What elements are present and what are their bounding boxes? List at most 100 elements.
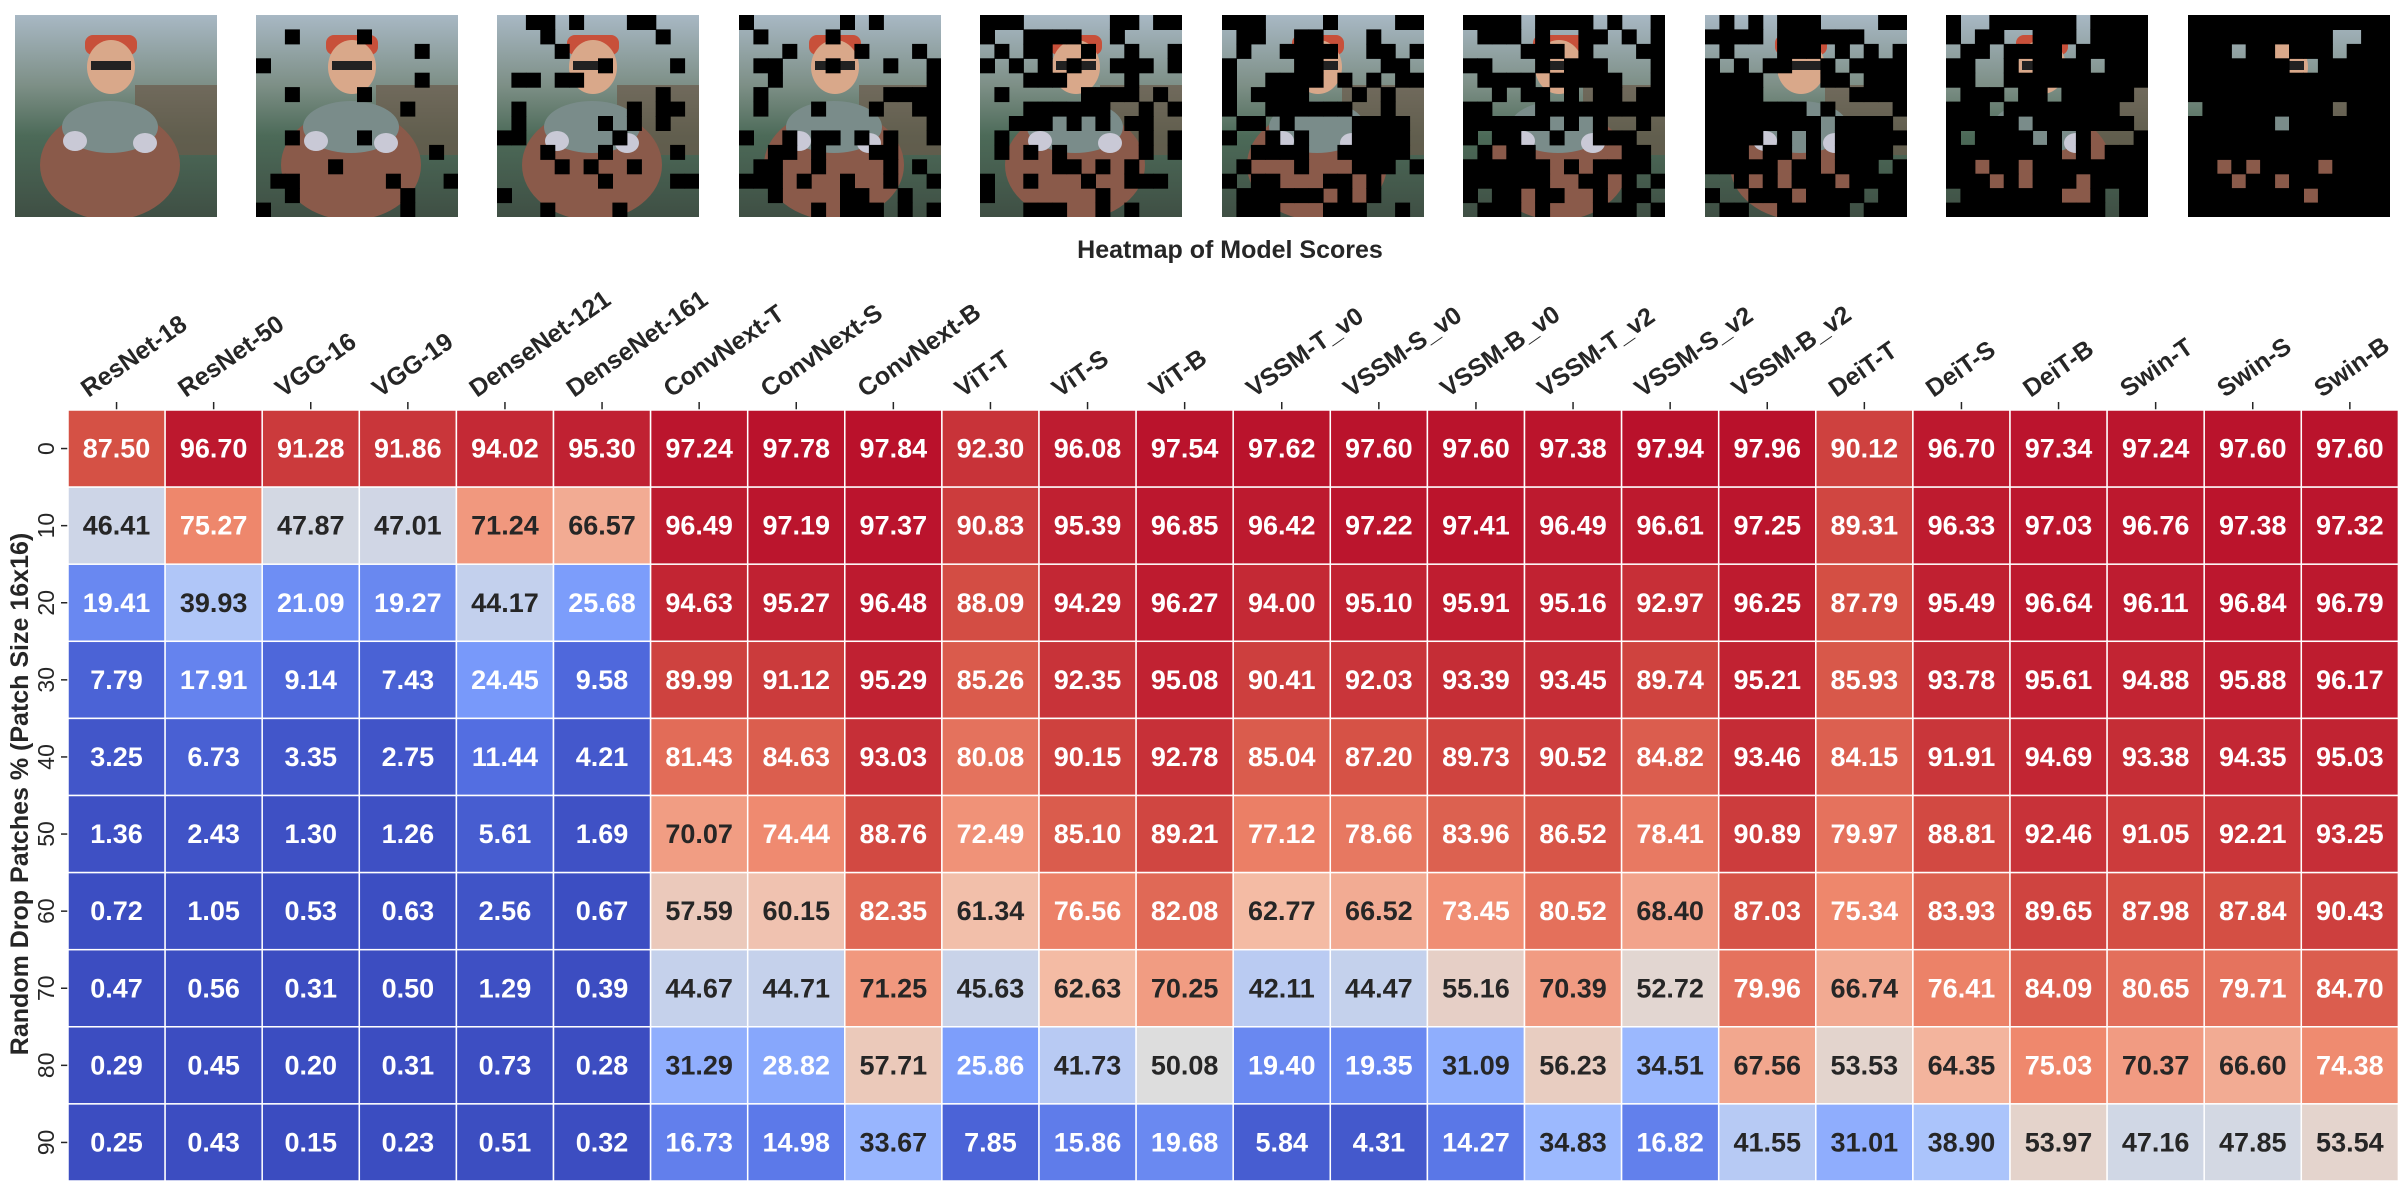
cell-value-label: 5.84 [1255,1127,1308,1157]
sample-thumbnail [2188,15,2390,217]
heatmap-cell [261,1026,361,1105]
cell-value-label: 93.45 [1539,665,1607,695]
cell-value-label: 1.29 [479,973,532,1003]
cell-value-label: 82.08 [1151,896,1219,926]
heatmap-cell [941,1103,1040,1182]
cell-value-label: 55.16 [1442,973,1510,1003]
cell-value-label: 91.12 [762,665,830,695]
thumbnail-strip [0,0,2403,230]
heatmap-cell [1912,563,2011,643]
cell-value-label: 90.41 [1248,665,1316,695]
cell-value-label: 79.97 [1831,819,1899,849]
heatmap-cell [941,948,1040,1028]
sample-thumbnail [1222,15,1424,217]
heatmap-cell [1523,871,1623,951]
heatmap-cell [746,409,846,488]
cell-value-label: 89.99 [665,665,733,695]
cell-value-label: 17.91 [180,665,248,695]
cell-value-label: 79.71 [2219,973,2287,1003]
cell-value-label: 83.96 [1442,819,1510,849]
cell-value-label: 89.65 [2025,896,2093,926]
cell-value-label: 80.08 [957,742,1025,772]
heatmap-cell [358,794,458,874]
heatmap-cell [1426,1103,1526,1182]
heatmap-cell [455,948,555,1028]
cell-value-label: 95.16 [1539,588,1607,618]
cell-value-label: 93.38 [2122,742,2190,772]
cell-value-label: 89.31 [1831,511,1899,541]
cell-value-label: 0.51 [479,1127,532,1157]
cell-value-label: 76.41 [1928,973,1996,1003]
heatmap-cell [1912,1103,2011,1182]
cell-value-label: 94.02 [471,434,539,464]
cell-value-label: 0.67 [576,896,629,926]
cell-value-label: 97.38 [1539,434,1607,464]
cell-value-label: 97.34 [2025,434,2093,464]
cell-value-label: 84.63 [762,742,830,772]
heatmap-cell [1815,640,1914,720]
heatmap-cell [358,409,458,488]
heatmap-cell [2106,794,2205,874]
cell-value-label: 97.54 [1151,434,1219,464]
cell-value-label: 77.12 [1248,819,1316,849]
heatmap-cell [844,948,943,1028]
heatmap-cell [164,409,263,488]
heatmap-cell [2300,1103,2400,1182]
cell-value-label: 96.79 [2316,588,2384,618]
heatmap-cell [649,640,749,720]
heatmap-cell [164,1103,263,1182]
heatmap-cell [1815,409,1914,488]
cell-value-label: 97.60 [2316,434,2384,464]
cell-value-label: 96.11 [2123,588,2189,618]
heatmap-cell [1329,717,1429,797]
cell-value-label: 97.62 [1248,434,1316,464]
cell-value-label: 78.41 [1636,819,1704,849]
heatmap-cell [1717,640,1817,720]
cell-value-label: 90.52 [1539,742,1607,772]
cell-value-label: 85.10 [1054,819,1122,849]
heatmap-cell [455,1103,555,1182]
cell-value-label: 87.20 [1345,742,1413,772]
cell-value-label: 90.15 [1054,742,1122,772]
heatmap-cell [552,1026,652,1105]
cell-value-label: 79.96 [1733,973,1801,1003]
heatmap-cell [1620,563,1720,643]
cell-value-label: 91.91 [1928,742,1996,772]
column-label: Swin-B [2309,331,2394,403]
heatmap-cell [1815,871,1914,951]
heatmap-cell [1523,563,1623,643]
cell-value-label: 95.03 [2316,742,2384,772]
heatmap-cell [358,563,458,643]
heatmap-cell [1135,486,1234,565]
cell-value-label: 84.70 [2316,973,2384,1003]
cell-value-label: 1.69 [576,819,629,849]
heatmap-cell [67,1103,166,1182]
heatmap-cell [2106,640,2205,720]
cell-value-label: 80.65 [2122,973,2190,1003]
heatmap-cell [1815,794,1914,874]
column-label: VGG-19 [367,327,458,403]
cell-value-label: 93.03 [860,742,928,772]
heatmap-cell [2009,717,2108,797]
cell-value-label: 85.26 [957,665,1025,695]
cell-value-label: 44.71 [762,973,830,1003]
heatmap-cell [941,563,1040,643]
cell-value-label: 19.40 [1248,1050,1316,1080]
cell-value-label: 83.93 [1928,896,1996,926]
cell-value-label: 96.48 [860,588,928,618]
sample-thumbnail [739,15,941,217]
heatmap-cell [2300,717,2400,797]
heatmap-cell [1135,948,1234,1028]
heatmap-cell [261,1103,361,1182]
cell-value-label: 92.21 [2219,819,2287,849]
heatmap-cell [2106,486,2205,565]
cell-value-label: 95.49 [1928,588,1996,618]
heatmap-cell [1038,948,1137,1028]
column-label: DeiT-T [1824,336,1903,403]
cell-value-label: 80.52 [1539,896,1607,926]
row-label: 50 [33,821,59,847]
cell-value-label: 71.25 [860,973,928,1003]
heatmap-cell [1232,948,1332,1028]
heatmap-cell [2009,1026,2108,1105]
